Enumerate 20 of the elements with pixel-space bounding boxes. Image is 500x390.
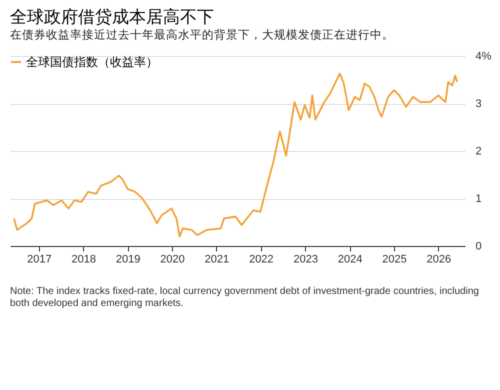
- x-tick-label: 2020: [160, 254, 185, 266]
- legend-label: 全球国债指数（收益率）: [26, 55, 158, 69]
- y-tick-label: 3: [476, 98, 482, 110]
- y-tick-label: 2: [476, 146, 482, 158]
- x-tick-label: 2025: [382, 254, 407, 266]
- x-tick-label: 2026: [426, 254, 452, 266]
- y-tick-label: 4%: [476, 50, 492, 62]
- x-tick-label: 2023: [293, 254, 318, 266]
- x-tick-label: 2017: [27, 254, 52, 266]
- chart-title: 全球政府借贷成本居高不下: [10, 8, 214, 28]
- y-tick-label: 0: [476, 240, 482, 252]
- x-tick-label: 2022: [249, 254, 274, 266]
- x-tick-label: 2019: [116, 254, 140, 266]
- y-tick-label: 1: [476, 193, 482, 205]
- x-tick-label: 2021: [204, 254, 230, 266]
- line-series: [13, 72, 458, 238]
- x-tick-label: 2018: [72, 254, 96, 266]
- chart-subtitle: 在债券收益率接近过去十年最高水平的背景下，大规模发债正在进行中。: [10, 28, 394, 42]
- text: Note: The index tracks fixed-rate, local currency government debt of investment-grade countries, including both developed and emerging markets.: [10, 286, 480, 310]
- x-tick-label: 2024: [338, 254, 362, 266]
